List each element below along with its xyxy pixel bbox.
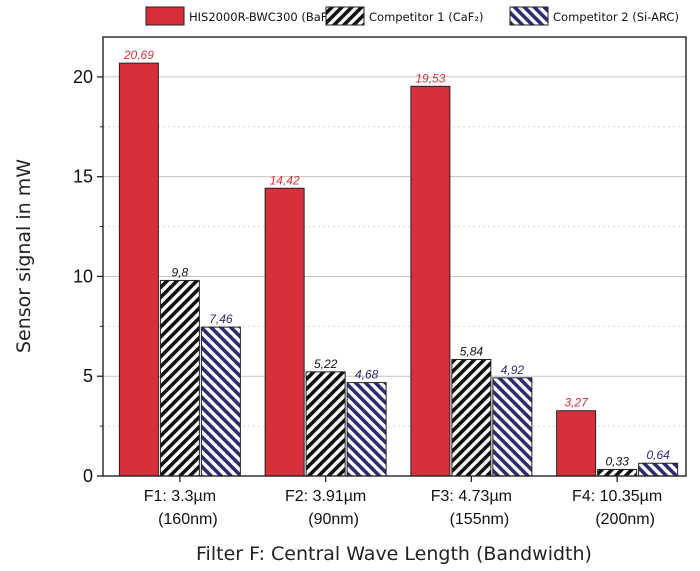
data-label-series-3: 7,46 xyxy=(209,312,233,326)
legend-label-series-2: Competitor 1 (CaF₂) xyxy=(369,10,484,24)
y-tick-label: 10 xyxy=(73,266,93,286)
y-tick-label: 5 xyxy=(83,366,93,386)
data-label-series-3: 0,64 xyxy=(646,448,670,462)
data-label-series-1: 14,42 xyxy=(270,173,300,187)
x-axis-title: Filter F: Central Wave Length (Bandwidth… xyxy=(196,543,592,565)
legend-swatch-series-3 xyxy=(509,6,549,26)
x-category-label: F1: 3.3µm xyxy=(144,488,216,505)
plot-area: 0 5 10 15 20 20,69 9,8 7,46 F1: 3.3µm (160nm) 14,4… xyxy=(73,36,687,528)
x-category-sublabel: (90nm) xyxy=(308,511,359,528)
legend: HIS2000R-BWC300 (BaF₂) Competitor 1 (CaF… xyxy=(145,6,679,26)
y-tick-label: 0 xyxy=(83,466,93,486)
y-tick-label: 15 xyxy=(73,167,93,187)
data-label-series-1: 3,27 xyxy=(564,396,589,410)
data-label-series-3: 4,92 xyxy=(501,363,525,377)
bar-series-1 xyxy=(118,62,159,477)
x-category-label: F4: 10.35µm xyxy=(572,488,662,505)
bar-series-2 xyxy=(597,468,638,477)
bar-series-2 xyxy=(451,358,492,477)
data-label-series-2: 0,33 xyxy=(605,454,629,468)
data-label-series-2: 5,84 xyxy=(460,344,484,358)
x-category-sublabel: (160nm) xyxy=(158,511,218,528)
data-label-series-1: 20,69 xyxy=(123,48,154,62)
x-category-label: F2: 3.91µm xyxy=(285,488,366,505)
legend-swatch-series-2 xyxy=(325,6,365,26)
bar-series-1 xyxy=(556,410,597,477)
data-label-series-2: 5,22 xyxy=(314,357,338,371)
legend-label-series-3: Competitor 2 (Si-ARC) xyxy=(553,10,679,24)
x-category-sublabel: (155nm) xyxy=(450,511,510,528)
data-label-series-3: 4,68 xyxy=(355,368,379,382)
bar-series-3 xyxy=(346,382,387,477)
data-label-series-2: 9,8 xyxy=(172,265,189,279)
plot-frame xyxy=(102,36,687,477)
x-category-label: F3: 4.73µm xyxy=(431,488,512,505)
bar-series-3 xyxy=(638,462,679,477)
x-category-sublabel: (200nm) xyxy=(595,511,655,528)
bar-series-3 xyxy=(200,326,241,477)
bar-series-1 xyxy=(410,85,451,477)
bar-series-1 xyxy=(264,187,305,477)
bar-series-2 xyxy=(305,371,346,477)
y-tick-label: 20 xyxy=(73,67,93,87)
y-axis-title: Sensor signal in mW xyxy=(13,159,35,353)
legend-label-series-1: HIS2000R-BWC300 (BaF₂) xyxy=(189,10,337,24)
bar-series-2 xyxy=(159,279,200,477)
data-label-series-1: 19,53 xyxy=(415,71,445,85)
legend-swatch-series-1 xyxy=(145,6,185,26)
bar-series-3 xyxy=(492,377,533,477)
